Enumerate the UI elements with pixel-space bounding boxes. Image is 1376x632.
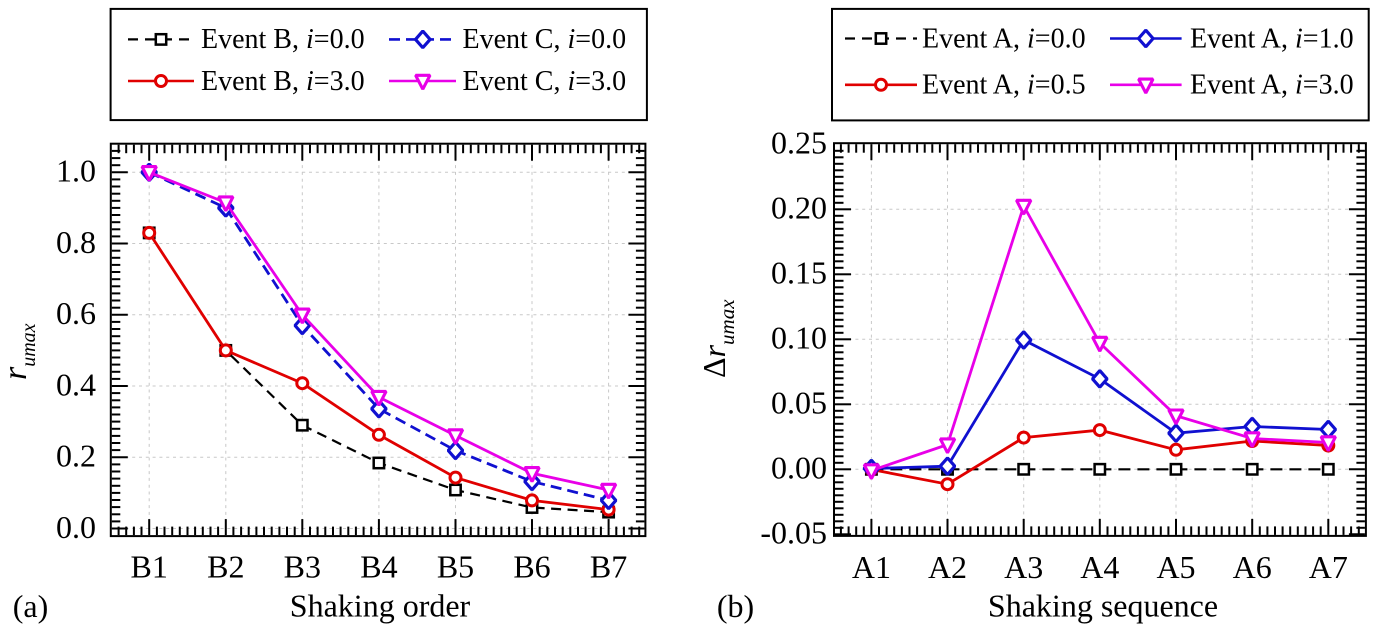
svg-text:B4: B4 bbox=[360, 549, 397, 585]
svg-text:A2: A2 bbox=[928, 549, 967, 585]
svg-text:0.15: 0.15 bbox=[771, 255, 827, 291]
svg-text:A5: A5 bbox=[1156, 549, 1195, 585]
svg-text:0.10: 0.10 bbox=[771, 320, 827, 356]
svg-text:(a): (a) bbox=[13, 588, 49, 624]
svg-text:A1: A1 bbox=[852, 549, 891, 585]
svg-text:Event A, i=1.0: Event A, i=1.0 bbox=[1190, 23, 1354, 54]
svg-text:Event A, i=0.0: Event A, i=0.0 bbox=[922, 23, 1086, 54]
svg-text:0.6: 0.6 bbox=[56, 295, 96, 331]
svg-text:Event B, i=3.0: Event B, i=3.0 bbox=[201, 66, 365, 97]
svg-text:A6: A6 bbox=[1233, 549, 1272, 585]
svg-text:B2: B2 bbox=[207, 549, 244, 585]
svg-text:Shaking sequence: Shaking sequence bbox=[988, 588, 1218, 624]
svg-text:0.8: 0.8 bbox=[56, 224, 96, 260]
svg-text:0.2: 0.2 bbox=[56, 438, 96, 474]
svg-text:A4: A4 bbox=[1080, 549, 1119, 585]
svg-text:Event C, i=3.0: Event C, i=3.0 bbox=[463, 66, 627, 97]
svg-text:-0.05: -0.05 bbox=[760, 515, 827, 551]
svg-text:0.4: 0.4 bbox=[56, 366, 96, 402]
svg-text:B6: B6 bbox=[513, 549, 550, 585]
svg-text:A3: A3 bbox=[1004, 549, 1043, 585]
svg-text:B3: B3 bbox=[284, 549, 321, 585]
svg-text:0.05: 0.05 bbox=[771, 385, 827, 421]
svg-text:Event B, i=0.0: Event B, i=0.0 bbox=[201, 24, 365, 55]
svg-text:Event A, i=0.5: Event A, i=0.5 bbox=[922, 70, 1086, 101]
svg-text:B1: B1 bbox=[131, 549, 168, 585]
svg-text:Shaking order: Shaking order bbox=[290, 588, 471, 624]
svg-text:A7: A7 bbox=[1309, 549, 1348, 585]
svg-text:0.20: 0.20 bbox=[771, 190, 827, 226]
svg-text:0.25: 0.25 bbox=[771, 125, 827, 161]
svg-text:B5: B5 bbox=[437, 549, 474, 585]
svg-text:0.0: 0.0 bbox=[56, 509, 96, 545]
svg-text:B7: B7 bbox=[590, 549, 627, 585]
svg-text:Event A, i=3.0: Event A, i=3.0 bbox=[1190, 70, 1354, 101]
svg-text:0.00: 0.00 bbox=[771, 450, 827, 486]
svg-text:1.0: 1.0 bbox=[56, 153, 96, 189]
svg-text:(b): (b) bbox=[717, 588, 754, 624]
svg-text:Event C, i=0.0: Event C, i=0.0 bbox=[463, 24, 627, 55]
